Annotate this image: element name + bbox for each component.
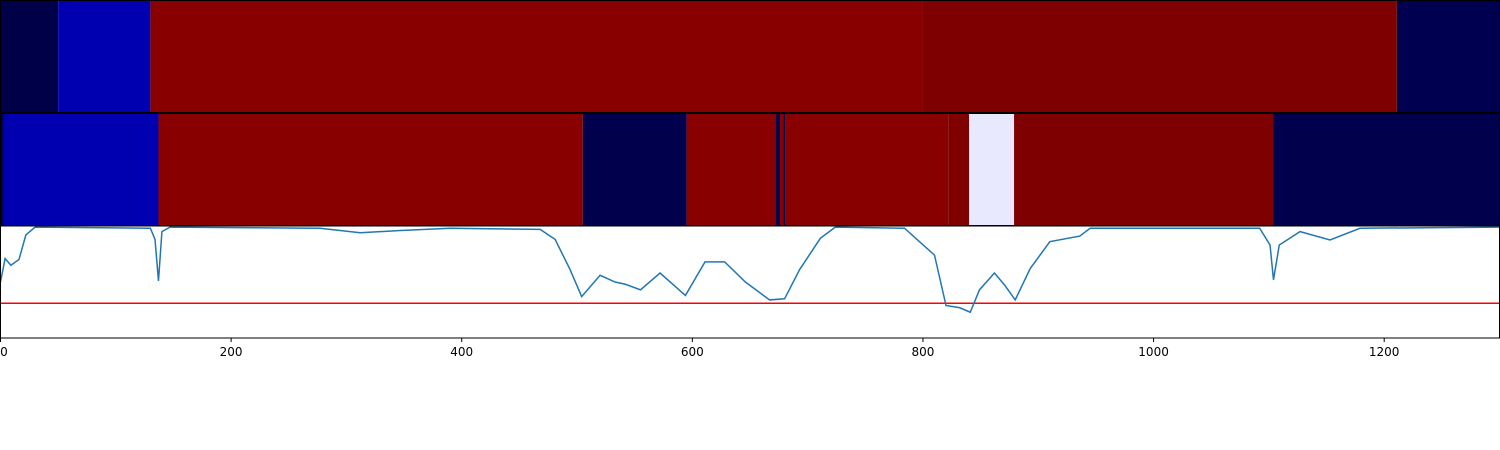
heatmap-cell	[785, 113, 949, 226]
heatmap-cell	[783, 113, 786, 226]
heatmap-cell	[1273, 113, 1500, 226]
heatmap-cell	[3, 113, 159, 226]
data-line	[0, 226, 1500, 314]
heatmap-cell	[948, 113, 970, 226]
panel-frame	[0, 225, 1500, 339]
heatmap-cell	[779, 113, 784, 226]
x-tick-label: 600	[681, 345, 704, 359]
x-tick-label: 400	[450, 345, 473, 359]
x-tick-label: 800	[912, 345, 935, 359]
heatmap-cell	[1014, 113, 1274, 226]
heatmap-cell	[582, 113, 687, 226]
heatmap-cell	[0, 113, 4, 226]
heatmap-cell	[58, 0, 151, 113]
x-tick-label: 200	[220, 345, 243, 359]
heatmap-cell	[158, 113, 583, 226]
heatmap-cell	[969, 113, 1015, 226]
heatmap-cell	[1396, 0, 1500, 113]
heatmap-cell	[686, 113, 776, 226]
x-tick-label: 1000	[1138, 345, 1169, 359]
x-tick-label: 0	[0, 345, 8, 359]
heatmap-cell	[922, 0, 1397, 113]
heatmap-cell	[150, 0, 923, 113]
heatmap-cell	[0, 0, 59, 113]
heatmap-cell	[775, 113, 780, 226]
x-tick-label: 1200	[1369, 345, 1400, 359]
